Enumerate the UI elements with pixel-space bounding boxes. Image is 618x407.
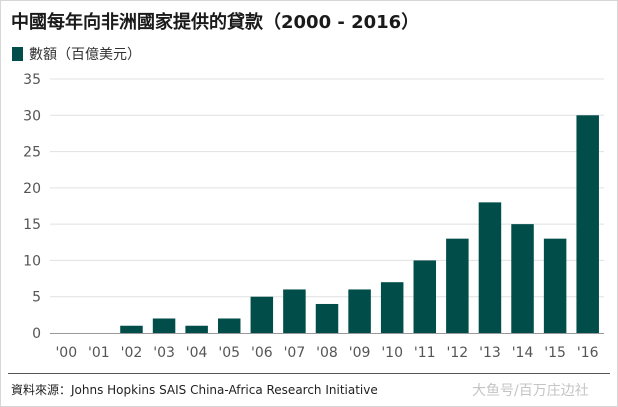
x-tick-label: '04: [186, 345, 208, 361]
bar: [348, 289, 371, 333]
x-tick-label: '03: [153, 345, 175, 361]
bar: [543, 238, 567, 333]
bar-chart: 0 5 10 15 20 25 30 35 '00 '01 '02 '03 '04 '05 '06 '07 '0…: [23, 72, 604, 361]
bar: [413, 260, 437, 333]
bar: [478, 202, 502, 333]
x-tick-label: '07: [284, 345, 306, 361]
bar: [576, 115, 599, 334]
y-tick-label: 25: [23, 145, 41, 161]
legend-swatch: [12, 47, 23, 61]
bar: [185, 325, 208, 333]
y-tick-label: 10: [23, 253, 41, 269]
x-tick-label: '05: [218, 345, 240, 361]
x-tick-label: '16: [577, 345, 599, 361]
x-tick-label: '06: [251, 345, 273, 361]
y-tick-label: 0: [32, 326, 41, 342]
bar: [380, 282, 404, 333]
bar: [120, 325, 143, 333]
bar: [446, 238, 469, 333]
source-note: 資料來源：Johns Hopkins SAIS China-Africa Res…: [11, 383, 378, 397]
legend-label: 數額（百億美元）: [29, 47, 141, 63]
x-tick-label: '10: [381, 345, 403, 361]
x-tick-label: '08: [316, 345, 338, 361]
bar: [283, 289, 306, 333]
y-tick-label: 20: [23, 181, 41, 197]
y-tick-label: 15: [23, 217, 41, 233]
bar: [315, 303, 339, 333]
y-tick-label: 5: [32, 290, 41, 306]
bar: [152, 318, 176, 333]
bar: [217, 318, 241, 333]
x-tick-label: '00: [55, 345, 77, 361]
x-tick-label: '15: [544, 345, 566, 361]
chart-title: 中國每年向非洲國家提供的貸款（2000 - 2016）: [11, 12, 420, 33]
watermark: 大鱼号/百万庄边社: [472, 383, 589, 399]
bar: [511, 224, 534, 333]
source-divider: [8, 373, 610, 374]
legend: 數額（百億美元）: [12, 44, 141, 64]
y-tick-label: 30: [23, 108, 41, 124]
y-tick-label: 35: [23, 72, 41, 88]
x-tick-label: '13: [479, 345, 501, 361]
x-tick-label: '01: [88, 345, 110, 361]
bar: [250, 296, 274, 333]
x-tick-label: '02: [121, 345, 143, 361]
x-tick-label: '11: [414, 345, 436, 361]
x-tick-label: '12: [447, 345, 469, 361]
x-tick-label: '14: [512, 345, 534, 361]
x-tick-label: '09: [349, 345, 371, 361]
